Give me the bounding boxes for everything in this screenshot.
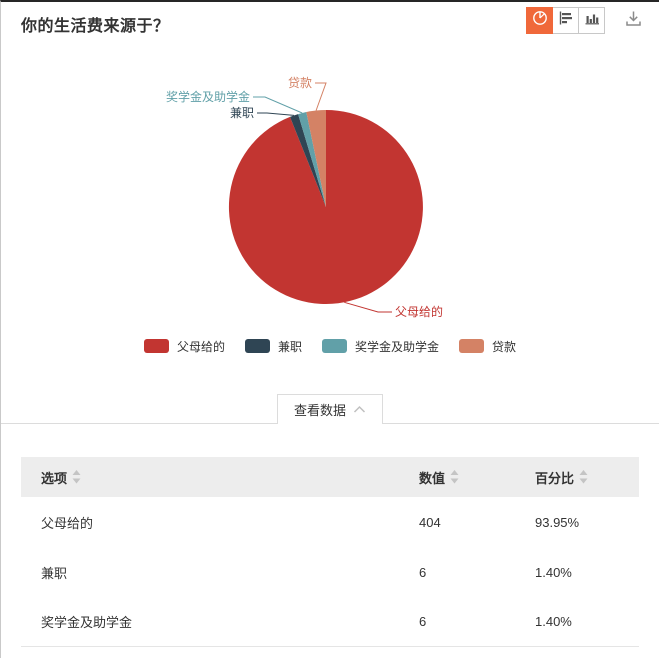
pie-chart-button[interactable]: [526, 7, 553, 34]
column-chart-button[interactable]: [578, 7, 605, 34]
pie-label-line: [344, 301, 392, 313]
horizontal-bar-chart-button[interactable]: [552, 7, 579, 34]
column-header-option[interactable]: 选项: [41, 468, 419, 487]
pie-slice-兼职[interactable]: [290, 114, 326, 207]
chart-toolbar: [526, 7, 645, 34]
pie-slice-父母给的[interactable]: [228, 110, 423, 304]
legend-label: 父母给的: [176, 339, 225, 354]
sort-icon: [579, 470, 588, 484]
header: 你的生活费来源于？: [1, 2, 659, 40]
table-header-row: 选项 数值 百分比: [21, 457, 639, 497]
column-header-percent[interactable]: 百分比: [535, 468, 619, 487]
chevron-up-icon: [353, 405, 366, 413]
download-icon: [624, 9, 643, 33]
data-table: 选项 数值 百分比 父母给的 404 93.: [1, 457, 659, 647]
legend-swatch: [244, 339, 270, 353]
view-data-label: 查看数据: [293, 403, 347, 418]
legend-swatch: [459, 339, 485, 353]
pie-label-line: [257, 112, 295, 116]
sort-icon: [72, 470, 81, 484]
table-cell: 6: [419, 614, 427, 629]
download-button[interactable]: [621, 9, 645, 33]
table-row: 兼职 6 1.40%: [21, 547, 639, 597]
pie-label-兼职: 兼职: [230, 106, 254, 120]
view-data-toggle[interactable]: 查看数据: [276, 394, 384, 424]
table-cell: 1.40%: [535, 614, 572, 629]
pie-chart: 父母给的 兼职 奖学金及助学金 贷款: [166, 76, 443, 319]
table-cell: 奖学金及助学金: [41, 615, 133, 630]
horizontal-bar-chart-icon: [558, 10, 574, 31]
table-cell: 6: [419, 564, 427, 580]
chart-legend: 父母给的 兼职 奖学金及助学金 贷款: [1, 335, 659, 357]
data-panel-divider: 查看数据: [1, 357, 659, 424]
pie-label-贷款: 贷款: [288, 76, 312, 90]
pie-slice-贷款[interactable]: [306, 109, 326, 207]
table-body: 父母给的 404 93.95% 兼职 6 1.40% 奖学金及助学金 6 1.40%: [21, 497, 639, 647]
table-row: 父母给的 404 93.95%: [21, 497, 639, 547]
table-cell: 1.40%: [535, 564, 572, 580]
table-cell: 93.95%: [535, 514, 580, 530]
legend-label: 奖学金及助学金: [355, 339, 440, 354]
legend-item-贷款[interactable]: 贷款: [459, 338, 516, 355]
table-cell: 404: [419, 514, 441, 530]
table-cell: 兼职: [41, 565, 68, 581]
pie-chart-icon: [532, 10, 548, 31]
legend-item-兼职[interactable]: 兼职: [244, 338, 302, 355]
pie-label-奖学金及助学金: 奖学金及助学金: [166, 89, 250, 104]
legend-swatch: [143, 339, 169, 353]
legend-swatch: [322, 339, 347, 353]
legend-item-父母给的[interactable]: 父母给的: [143, 338, 225, 355]
legend-label: 贷款: [492, 339, 517, 354]
table-row: 奖学金及助学金 6 1.40%: [21, 597, 639, 647]
pie-label-line: [253, 96, 303, 114]
legend-item-奖学金及助学金[interactable]: 奖学金及助学金: [322, 338, 439, 355]
pie-slice-奖学金及助学金[interactable]: [298, 112, 326, 207]
question-title: 你的生活费来源于？: [21, 18, 170, 35]
pie-label-父母给的: 父母给的: [395, 304, 443, 319]
sort-icon: [450, 470, 459, 484]
column-header-value[interactable]: 数值: [419, 468, 535, 487]
pie-label-line: [315, 82, 327, 111]
chart-type-button-group: [526, 7, 605, 34]
column-chart-icon: [584, 10, 600, 31]
legend-label: 兼职: [277, 339, 302, 354]
table-cell: 父母给的: [41, 515, 94, 531]
